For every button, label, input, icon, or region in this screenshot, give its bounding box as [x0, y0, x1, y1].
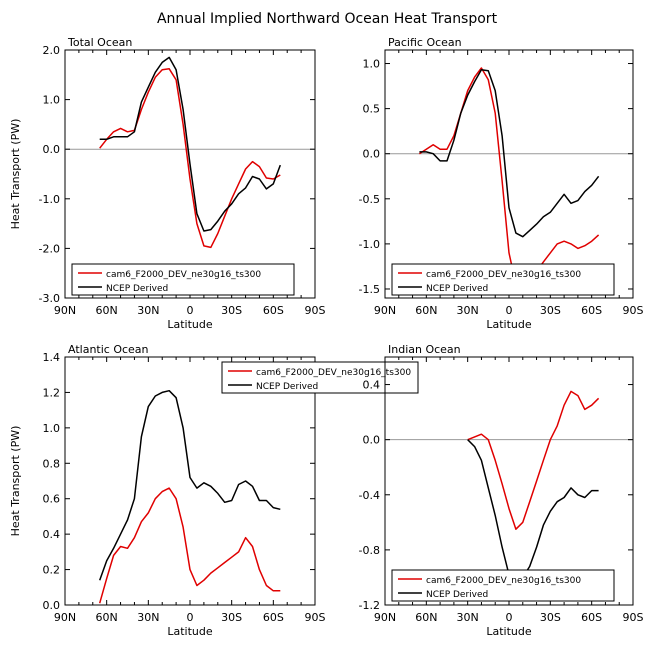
legend-label: NCEP Derived	[426, 284, 488, 294]
plot-frame	[384, 356, 634, 606]
y-tick-label: 0.8	[43, 457, 61, 470]
panel-title: Total Ocean	[67, 36, 132, 49]
y-tick-label: 0.4	[363, 379, 381, 392]
y-tick-label: -0.4	[359, 489, 380, 502]
panels: 90N 60N 30N 0 30S 60S 90S 2.0 1.0 0.0 -1.0 -2.0 -3.0…	[9, 36, 644, 638]
legend-box	[391, 263, 615, 296]
y-tick-label: 1.0	[43, 422, 61, 435]
x-tick-label: 30S	[540, 611, 561, 624]
series-line-model	[418, 67, 600, 292]
x-tick-label: 0	[506, 304, 513, 317]
y-tick-label: 1.0	[363, 58, 381, 71]
panel-title: Indian Ocean	[388, 343, 461, 356]
legend: cam6_F2000_DEV_ne30g16_ts300 NCEP Derived	[391, 569, 615, 602]
y-tick-label: -0.8	[359, 544, 380, 557]
chart-panel-1: 90N 60N 30N 0 30S 60S 90S 2.0 1.0 0.0 -1.0 -2.0 -3.0…	[9, 36, 326, 331]
y-tick-label: 0.6	[43, 493, 61, 506]
y-axis-label: Heat Transport (PW)	[9, 119, 22, 230]
y-tick-label: -1.5	[359, 283, 380, 296]
x-axis-label: Latitude	[486, 625, 532, 638]
x-tick-label: 60S	[581, 304, 602, 317]
y-tick-label: 1.0	[43, 94, 61, 107]
y-tick-label: 0.0	[363, 434, 381, 447]
legend-label: NCEP Derived	[106, 284, 168, 294]
legend-box	[391, 569, 615, 602]
y-tick-label: 1.2	[43, 386, 61, 399]
x-tick-label: 30N	[137, 304, 159, 317]
y-tick-label: -0.5	[359, 193, 380, 206]
x-tick-label: 90N	[374, 611, 396, 624]
x-tick-label: 30N	[457, 611, 479, 624]
x-tick-label: 0	[187, 304, 194, 317]
y-tick-label: 0.5	[363, 103, 381, 116]
y-tick-label: -3.0	[39, 292, 60, 305]
x-tick-label: 0	[506, 611, 513, 624]
y-tick-label: 0.0	[43, 143, 61, 156]
y-tick-label: 0.2	[43, 564, 61, 577]
series-line-model	[98, 487, 281, 604]
legend-label: NCEP Derived	[426, 590, 488, 600]
legend-label: cam6_F2000_DEV_ne30g16_ts300	[426, 270, 581, 280]
chart-panel-3: 90N 60N 30N 0 30S 60S 90S 1.4 1.2 1.0 0.8 0.6 0.4 0.2…	[9, 343, 419, 638]
legend: cam6_F2000_DEV_ne30g16_ts300 NCEP Derived	[71, 263, 295, 296]
x-tick-label: 30S	[221, 611, 242, 624]
x-tick-label: 60N	[415, 611, 437, 624]
x-tick-label: 60N	[415, 304, 437, 317]
panel-title: Pacific Ocean	[388, 36, 462, 49]
legend-label: cam6_F2000_DEV_ne30g16_ts300	[106, 270, 261, 280]
legend-box	[71, 263, 295, 296]
y-tick-label: 0.0	[363, 148, 381, 161]
y-tick-label: -1.0	[39, 193, 60, 206]
y-tick-label: 1.4	[43, 351, 61, 364]
legend-label: cam6_F2000_DEV_ne30g16_ts300	[426, 576, 581, 586]
legend-label: cam6_F2000_DEV_ne30g16_ts300	[256, 368, 411, 378]
x-tick-label: 60N	[96, 304, 118, 317]
y-axis-label: Heat Transport (PW)	[9, 426, 22, 537]
legend-label: NCEP Derived	[256, 382, 318, 392]
x-tick-label: 90S	[623, 304, 644, 317]
panel-title: Atlantic Ocean	[68, 343, 149, 356]
x-tick-label: 90S	[305, 611, 326, 624]
x-tick-label: 30S	[540, 304, 561, 317]
x-tick-label: 90N	[54, 304, 76, 317]
x-axis-label: Latitude	[167, 625, 213, 638]
x-tick-label: 30N	[137, 611, 159, 624]
x-tick-label: 0	[187, 611, 194, 624]
series-line-model	[99, 68, 281, 249]
x-tick-label: 90S	[305, 304, 326, 317]
x-tick-label: 60N	[96, 611, 118, 624]
series-line-ncep	[99, 56, 282, 232]
x-axis-label: Latitude	[167, 318, 213, 331]
y-tick-label: 0.0	[43, 599, 61, 612]
x-tick-label: 90N	[374, 304, 396, 317]
figure-title: Annual Implied Northward Ocean Heat Tran…	[157, 11, 498, 27]
plot-frame	[384, 49, 634, 299]
y-tick-label: 2.0	[43, 44, 61, 57]
series-line-ncep	[467, 439, 599, 586]
y-tick-label: 0.4	[43, 528, 61, 541]
x-axis-label: Latitude	[486, 318, 532, 331]
chart-panel-2: 90N 60N 30N 0 30S 60S 90S 1.0 0.5 0.0 -0.5 -1.0 -1.5…	[359, 36, 644, 331]
legend: cam6_F2000_DEV_ne30g16_ts300 NCEP Derived	[221, 361, 419, 394]
x-tick-label: 60S	[263, 611, 284, 624]
x-tick-label: 90N	[54, 611, 76, 624]
series-line-ncep	[98, 389, 281, 581]
x-tick-label: 30S	[221, 304, 242, 317]
chart-panel-4: 90N 60N 30N 0 30S 60S 90S 0.4 0.0 -0.4 -0.8 -1.2 Lat…	[359, 343, 644, 638]
series-line-model	[467, 390, 600, 530]
legend: cam6_F2000_DEV_ne30g16_ts300 NCEP Derived	[391, 263, 615, 296]
series-line-ncep	[419, 69, 600, 238]
x-tick-label: 60S	[263, 304, 284, 317]
x-tick-label: 60S	[581, 611, 602, 624]
x-tick-label: 30N	[457, 304, 479, 317]
x-tick-label: 90S	[623, 611, 644, 624]
y-tick-label: -1.2	[359, 599, 380, 612]
y-tick-label: -2.0	[39, 242, 60, 255]
y-tick-label: -1.0	[359, 238, 380, 251]
